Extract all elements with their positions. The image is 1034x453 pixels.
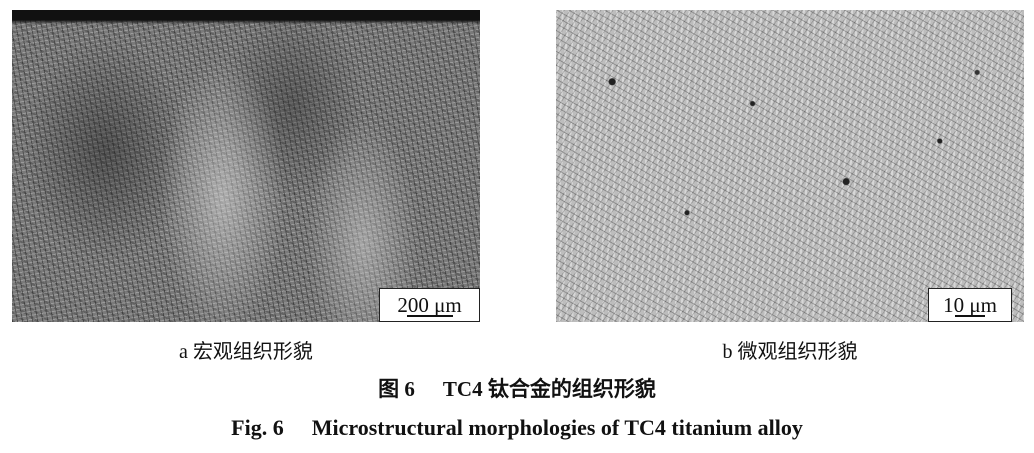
panel-caption: 微观组织形貌 — [737, 341, 858, 363]
figure-number: Fig. 6 — [231, 415, 284, 440]
figure-title: Microstructural morphologies of TC4 tita… — [311, 415, 803, 440]
panel-caption: 宏观组织形貌 — [192, 341, 313, 363]
panel-label: b — [722, 341, 733, 363]
scale-bar-a: 200 μm — [379, 288, 480, 322]
scale-bar-line — [955, 315, 985, 317]
figure-title-en: Fig. 6 Microstructural morphologies of TC… — [0, 415, 1034, 441]
macrostructure-micrograph: 200 μm — [12, 10, 480, 322]
scale-bar-label: 200 μm — [397, 293, 462, 317]
scale-bar-b: 10 μm — [928, 288, 1012, 322]
subcaption-b: b 微观组织形貌 — [556, 335, 1024, 364]
scale-bar-line — [406, 315, 453, 317]
figure-title: TC4 钛合金的组织形貌 — [442, 377, 656, 401]
figure-title-cn: 图 6 TC4 钛合金的组织形貌 — [0, 373, 1034, 403]
figure-number: 图 6 — [378, 377, 415, 401]
panel-label: a — [179, 341, 188, 363]
subcaption-a: a 宏观组织形貌 — [12, 335, 480, 364]
microstructure-micrograph: 10 μm — [556, 10, 1024, 322]
scale-bar-label: 10 μm — [943, 293, 997, 317]
